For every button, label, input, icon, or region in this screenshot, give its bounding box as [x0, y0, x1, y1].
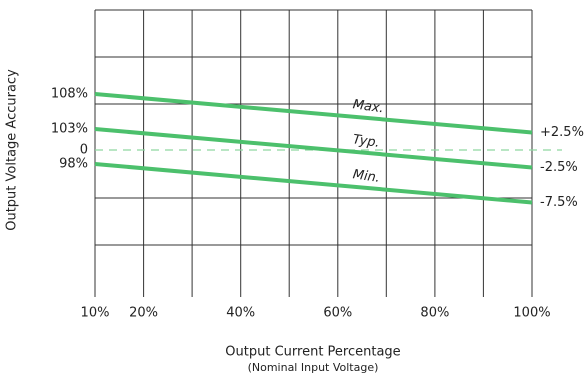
x-axis-subtitle: (Nominal Input Voltage)	[248, 361, 379, 374]
series-label: Typ.	[352, 132, 381, 151]
grid	[94, 9, 533, 297]
y-tick-label: 0	[80, 143, 88, 158]
x-axis-title: Output Current Percentage	[225, 345, 400, 360]
value-label: -2.5%	[540, 160, 578, 175]
series-label: Min.	[352, 167, 381, 186]
y-axis-title: Output Voltage Accuracy	[5, 69, 20, 231]
y-tick-label: 98%	[59, 157, 88, 172]
value-label: +2.5%	[540, 125, 584, 140]
series-line	[94, 162, 533, 205]
x-tick-label: 20%	[129, 306, 158, 321]
series-line	[94, 92, 533, 135]
x-tick-label: 80%	[420, 306, 449, 321]
y-tick-label: 103%	[51, 122, 88, 137]
x-tick-label: 10%	[81, 306, 110, 321]
value-label: -7.5%	[540, 195, 578, 210]
x-tick-label: 40%	[226, 306, 255, 321]
series-label: Max.	[352, 97, 385, 116]
series-line	[94, 127, 533, 170]
y-tick-label: 108%	[51, 87, 88, 102]
x-tick-label: 60%	[323, 306, 352, 321]
x-tick-label: 100%	[513, 306, 550, 321]
